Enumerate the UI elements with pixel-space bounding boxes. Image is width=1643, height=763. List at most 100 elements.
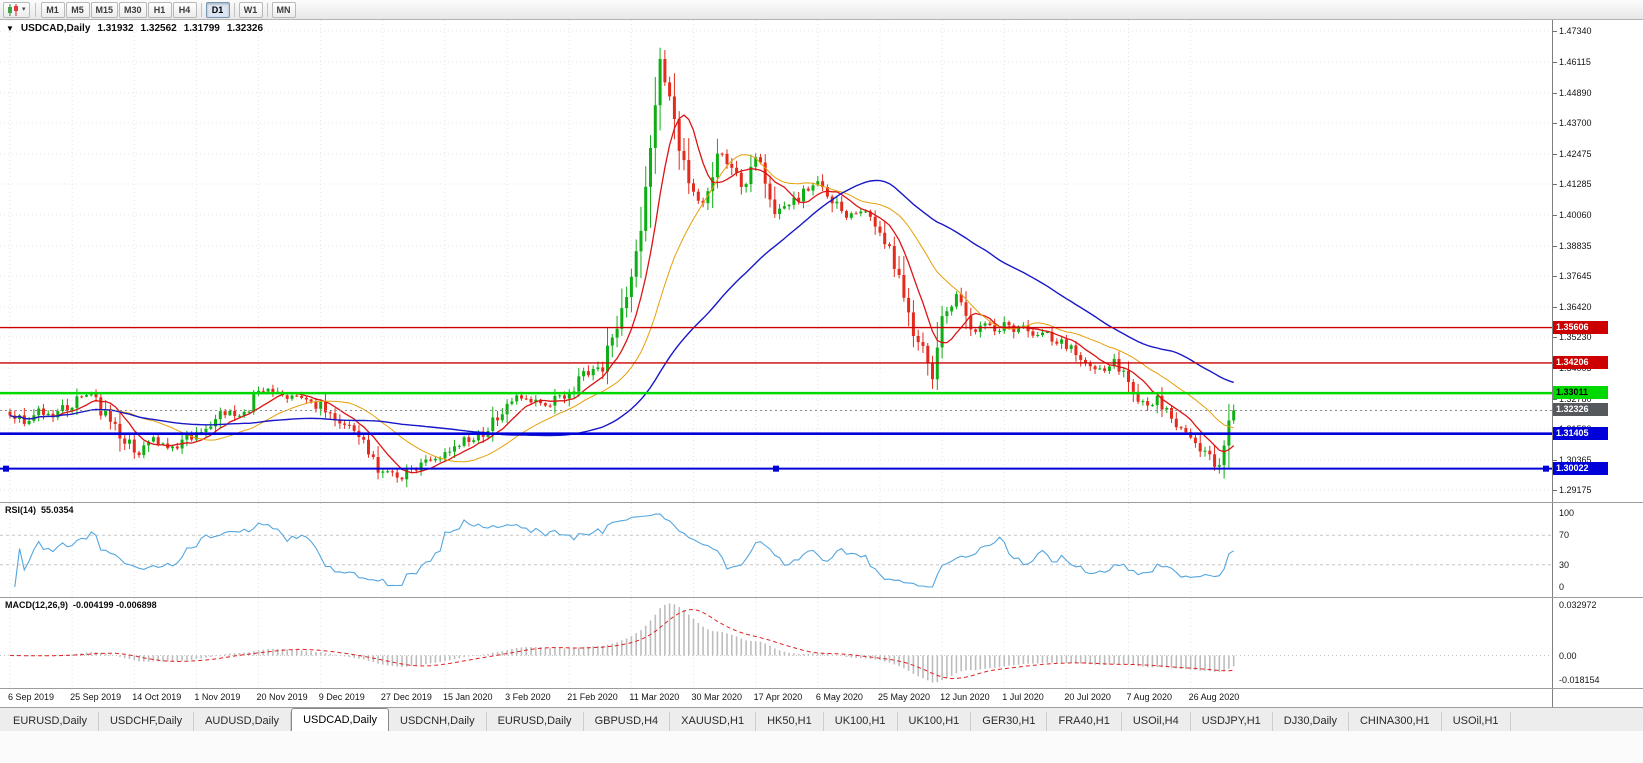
timeframe-button-m15[interactable]: M15 — [90, 1, 119, 18]
pane-splitter-rsi[interactable] — [0, 502, 1643, 503]
toolbar-divider — [233, 2, 235, 17]
time-axis-label: 9 Dec 2019 — [318, 692, 365, 702]
time-axis-label: 20 Jul 2020 — [1064, 692, 1111, 702]
price-tick-label: 1.44890 — [1559, 87, 1592, 98]
toolbar-divider — [34, 2, 36, 17]
macd-name: MACD(12,26,9) — [5, 600, 69, 610]
ohlc-high: 1.32562 — [140, 23, 177, 34]
macd-signal-line — [9, 609, 1234, 680]
chart-tab-usoil-h1[interactable]: USOil,H1 — [1442, 712, 1511, 731]
time-axis-label: 15 Jan 2020 — [442, 692, 493, 702]
time-axis[interactable]: 6 Sep 2019 25 Sep 2019 14 Oct 2019 1 Nov 20… — [0, 689, 1552, 707]
chart-tab-dj30-daily[interactable]: DJ30,Daily — [1273, 712, 1349, 731]
scale-tickmark — [1553, 153, 1557, 155]
rsi-line — [14, 513, 1234, 588]
timeframe-button-m5[interactable]: M5 — [65, 1, 90, 18]
time-axis-label: 26 Aug 2020 — [1188, 692, 1240, 702]
chart-tab-gbpusd-h4[interactable]: GBPUSD,H4 — [584, 712, 671, 731]
toolbar-divider — [266, 2, 268, 17]
candles-layer[interactable] — [8, 47, 1236, 488]
timeframe-toolbar: ▾ M1 M5 M15 M30 H1 H4 D1 W1 MN — [0, 0, 1643, 20]
macd-indicator-chart[interactable] — [0, 598, 1552, 688]
scale-tickmark — [1553, 61, 1557, 63]
chart-tab-uk100-h1[interactable]: UK100,H1 — [824, 712, 898, 731]
timeframe-button-mn[interactable]: MN — [271, 1, 296, 18]
chart-tab-usoil-h4[interactable]: USOil,H4 — [1122, 712, 1191, 731]
scale-tickmark — [1553, 337, 1557, 339]
line-handle[interactable] — [3, 465, 9, 472]
scale-tickmark — [1553, 31, 1557, 33]
ohlc-close: 1.32326 — [226, 23, 264, 34]
scale-tickmark — [1553, 245, 1557, 247]
chevron-down-icon: ▾ — [22, 6, 26, 13]
rsi-axis-label: 70 — [1559, 530, 1570, 541]
rsi-axis-label: 0 — [1559, 582, 1565, 592]
chart-tab-ger30-h1[interactable]: GER30,H1 — [971, 712, 1048, 731]
time-axis-label: 25 May 2020 — [877, 692, 930, 702]
status-strip — [0, 731, 1643, 763]
chart-tab-eurusd-daily[interactable]: EURUSD,Daily — [2, 712, 99, 731]
macd-axis-label: 0.00 — [1559, 650, 1577, 661]
chart-type-button[interactable]: ▾ — [3, 1, 30, 18]
chart-tab-china300-h1[interactable]: CHINA300,H1 — [1349, 712, 1442, 731]
macd-label: MACD(12,26,9) -0.004199 -0.006898 — [5, 600, 157, 610]
rsi-indicator-chart[interactable] — [0, 503, 1552, 597]
timeframe-button-w1[interactable]: W1 — [238, 1, 263, 18]
time-axis-label: 1 Jul 2020 — [1002, 692, 1044, 702]
timeframe-button-m1[interactable]: M1 — [40, 1, 65, 18]
price-tick-label: 1.30365 — [1559, 454, 1592, 465]
chart-tab-usdcnh-daily[interactable]: USDCNH,Daily — [389, 712, 487, 731]
price-scale[interactable]: 1.47340 1.46115 1.44890 1.43700 1.42475 1.412… — [1552, 20, 1643, 707]
chart-tab-fra40-h1[interactable]: FRA40,H1 — [1047, 712, 1122, 731]
chart-tab-uk100-h1[interactable]: UK100,H1 — [898, 712, 972, 731]
price-line-badge-1.31405: 1.31405 — [1553, 426, 1608, 440]
price-tick-label: 1.40060 — [1559, 209, 1592, 220]
time-axis-label: 6 May 2020 — [815, 692, 863, 702]
time-axis-label: 6 Sep 2019 — [8, 692, 55, 702]
time-axis-label: 11 Mar 2020 — [629, 692, 680, 702]
chart-tab-usdjpy-h1[interactable]: USDJPY,H1 — [1191, 712, 1273, 731]
time-axis-label: 3 Feb 2020 — [505, 692, 551, 702]
scale-tickmark — [1553, 276, 1557, 278]
chart-tab-usdchf-daily[interactable]: USDCHF,Daily — [99, 712, 195, 731]
time-axis-label: 27 Dec 2019 — [380, 692, 432, 702]
scale-tickmark — [1553, 306, 1557, 308]
chart-tab-audusd-daily[interactable]: AUDUSD,Daily — [194, 712, 292, 731]
time-axis-splitter — [0, 688, 1643, 689]
timeframe-button-h4[interactable]: H4 — [172, 1, 197, 18]
chart-tab-eurusd-daily[interactable]: EURUSD,Daily — [487, 712, 584, 731]
price-tick-label: 1.47340 — [1559, 26, 1592, 37]
moving-average-21 — [9, 154, 1234, 463]
timeframe-toolbar-buttons: M1 M5 M15 M30 H1 H4 D1 W1 MN — [40, 1, 296, 18]
time-axis-label: 20 Nov 2019 — [256, 692, 308, 702]
current-price-badge: 1.32326 — [1553, 403, 1608, 417]
time-axis-label: 25 Sep 2019 — [70, 692, 122, 702]
ohlc-open: 1.31932 — [97, 23, 134, 34]
chart-window: ▼ USDCAD,Daily 1.31932 1.32562 1.31799 1… — [0, 20, 1643, 707]
chart-tab-hk50-h1[interactable]: HK50,H1 — [756, 712, 824, 731]
pane-splitter-macd[interactable] — [0, 597, 1643, 598]
candlestick-chart-icon — [8, 3, 18, 16]
scale-tickmark — [1553, 123, 1557, 124]
symbol-dropdown-arrow[interactable]: ▼ — [6, 24, 14, 33]
timeframe-button-m30[interactable]: M30 — [119, 1, 147, 18]
price-line-badge-1.33011: 1.33011 — [1553, 386, 1608, 400]
macd-histogram — [14, 603, 1235, 683]
time-axis-label: 12 Jun 2020 — [940, 692, 990, 702]
timeframe-button-d1[interactable]: D1 — [205, 1, 230, 18]
timeframe-button-h1[interactable]: H1 — [147, 1, 172, 18]
moving-average-50 — [9, 179, 1234, 437]
line-handle[interactable] — [1543, 465, 1549, 472]
line-handle[interactable] — [773, 465, 779, 472]
rsi-value: 55.0354 — [41, 505, 74, 515]
time-axis-label: 1 Nov 2019 — [194, 692, 241, 702]
chart-tab-usdcad-daily[interactable]: USDCAD,Daily — [291, 708, 390, 731]
price-tick-label: 1.35230 — [1559, 332, 1592, 343]
price-tick-label: 1.42475 — [1559, 148, 1592, 159]
chart-tab-xauusd-h1[interactable]: XAUUSD,H1 — [670, 712, 757, 731]
rsi-axis-label: 30 — [1559, 559, 1570, 570]
price-tick-label: 1.38835 — [1559, 240, 1592, 251]
candlestick-chart[interactable] — [0, 20, 1552, 502]
macd-values: -0.004199 -0.006898 — [73, 600, 157, 610]
